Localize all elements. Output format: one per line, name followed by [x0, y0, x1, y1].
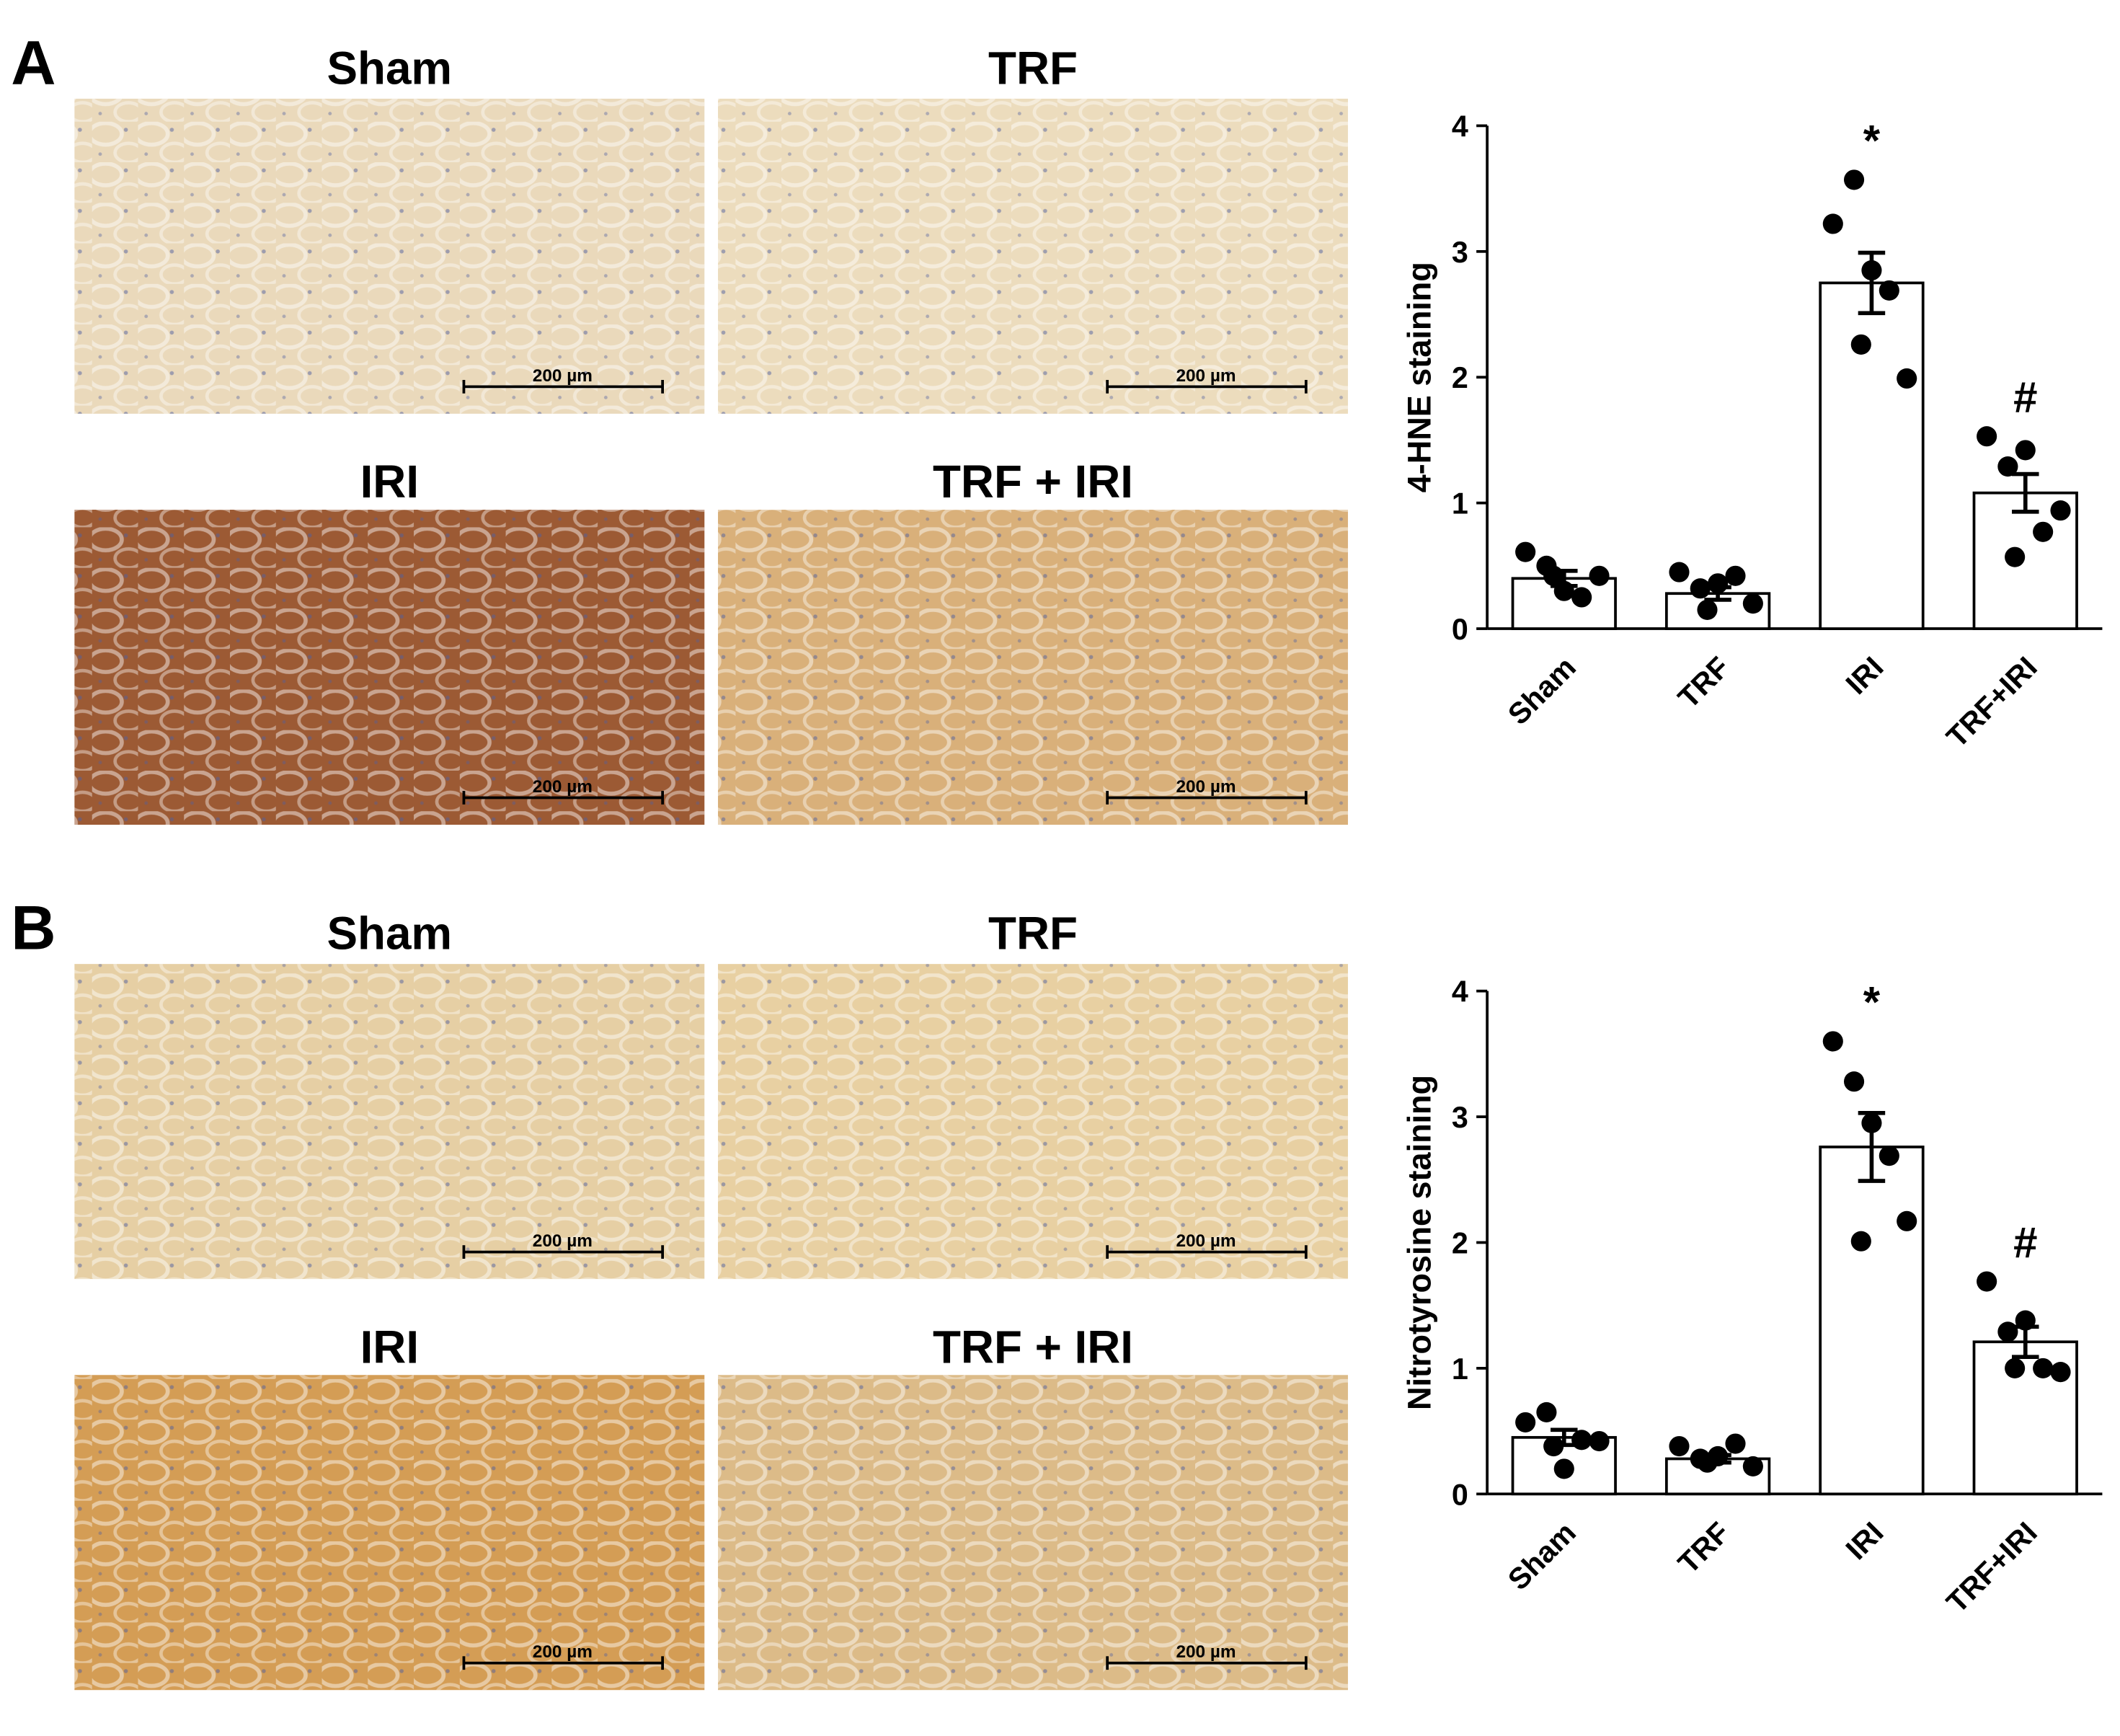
data-point	[2050, 500, 2071, 521]
data-point	[1697, 599, 1718, 620]
data-point	[2015, 1310, 2036, 1331]
data-point	[1997, 456, 2018, 477]
data-point	[1690, 578, 1711, 599]
data-point	[2015, 440, 2036, 461]
data-point	[1861, 1112, 1882, 1133]
data-point	[1977, 426, 1997, 447]
data-point	[1997, 1321, 2018, 1342]
data-point	[1669, 1435, 1690, 1457]
significance-marker: *	[1863, 117, 1881, 165]
y-tick-label: 3	[1452, 236, 1468, 269]
image-title: TRF	[988, 42, 1078, 94]
micrograph-texture	[718, 1375, 1348, 1691]
data-point	[1571, 587, 1592, 608]
bar	[1819, 281, 1925, 630]
data-point	[1553, 580, 1574, 601]
image-title: Sham	[327, 42, 453, 94]
micrograph-texture	[718, 98, 1348, 414]
data-point	[1977, 1271, 1997, 1292]
panel-letter: A	[11, 28, 56, 97]
y-tick-label: 0	[1452, 613, 1468, 646]
significance-marker: *	[1863, 978, 1881, 1027]
y-axis-label: 4-HNE staining	[1401, 262, 1437, 492]
x-tick-label: IRI	[1840, 650, 1890, 701]
data-point	[1879, 1146, 1899, 1166]
x-tick-label: TRF	[1672, 1515, 1736, 1580]
image-title: TRF	[988, 908, 1078, 960]
y-tick-label: 4	[1452, 975, 1468, 1009]
x-tick-label: Sham	[1502, 1515, 1582, 1596]
micrograph-texture	[74, 1375, 705, 1691]
micrograph-texture	[74, 510, 705, 825]
scale-bar-label: 200 µm	[533, 366, 593, 386]
y-tick-label: 4	[1452, 110, 1468, 143]
data-point	[1515, 1412, 1536, 1432]
image-title: IRI	[360, 456, 419, 508]
x-tick-label: TRF+IRI	[1940, 1515, 2044, 1619]
data-point	[2033, 1358, 2054, 1378]
y-tick-label: 2	[1452, 361, 1468, 394]
x-tick-label: Sham	[1502, 650, 1582, 731]
image-title: IRI	[360, 1321, 419, 1373]
data-point	[1843, 1071, 1865, 1092]
scale-bar-label: 200 µm	[533, 1231, 593, 1251]
y-axis-label: Nitrotyrosine staining	[1401, 1075, 1437, 1410]
scale-bar-label: 200 µm	[533, 1642, 593, 1662]
data-point	[1553, 1458, 1574, 1479]
x-tick-label: TRF	[1672, 650, 1736, 714]
image-title: TRF + IRI	[933, 1321, 1133, 1373]
data-point	[1543, 1435, 1564, 1457]
data-point	[1515, 541, 1536, 562]
y-tick-label: 1	[1452, 1352, 1468, 1386]
image-title: Sham	[327, 908, 453, 960]
significance-marker: #	[2013, 1218, 2037, 1267]
data-point	[2033, 521, 2054, 542]
data-point	[1822, 213, 1843, 234]
x-tick-label: IRI	[1840, 1515, 1890, 1566]
data-point	[1571, 1430, 1592, 1451]
micrograph-texture	[74, 98, 705, 414]
scale-bar-label: 200 µm	[533, 777, 593, 797]
micrograph-texture	[718, 964, 1348, 1280]
data-point	[1669, 562, 1690, 583]
y-tick-label: 0	[1452, 1478, 1468, 1511]
scale-bar-label: 200 µm	[1176, 1642, 1236, 1662]
data-point	[2050, 1362, 2071, 1383]
data-point	[1850, 334, 1871, 355]
data-point	[1589, 565, 1610, 586]
data-point	[2005, 546, 2026, 567]
data-point	[2005, 1358, 2026, 1378]
data-point	[1536, 1401, 1557, 1423]
data-point	[1850, 1231, 1871, 1252]
data-point	[1897, 368, 1917, 389]
micrograph-texture	[718, 510, 1348, 825]
significance-marker: #	[2013, 373, 2037, 421]
data-point	[1589, 1430, 1610, 1452]
data-point	[1697, 1452, 1718, 1473]
data-point	[1543, 565, 1564, 586]
scale-bar-label: 200 µm	[1176, 366, 1236, 386]
scale-bar-label: 200 µm	[1176, 1231, 1236, 1251]
data-point	[1879, 280, 1899, 301]
bar	[1819, 1146, 1925, 1496]
panel-letter: B	[11, 894, 56, 963]
data-point	[1708, 573, 1729, 594]
y-tick-label: 3	[1452, 1101, 1468, 1134]
data-point	[1725, 1433, 1746, 1454]
data-point	[1897, 1210, 1917, 1231]
data-point	[1725, 565, 1746, 586]
x-tick-label: TRF+IRI	[1940, 650, 2044, 754]
data-point	[1861, 260, 1882, 281]
data-point	[1742, 593, 1763, 614]
y-tick-label: 2	[1452, 1226, 1468, 1259]
data-point	[1843, 169, 1865, 190]
scale-bar-label: 200 µm	[1176, 777, 1236, 797]
y-tick-label: 1	[1452, 487, 1468, 521]
data-point	[1822, 1031, 1843, 1052]
image-title: TRF + IRI	[933, 456, 1133, 508]
data-point	[1742, 1456, 1763, 1477]
micrograph-texture	[74, 964, 705, 1280]
